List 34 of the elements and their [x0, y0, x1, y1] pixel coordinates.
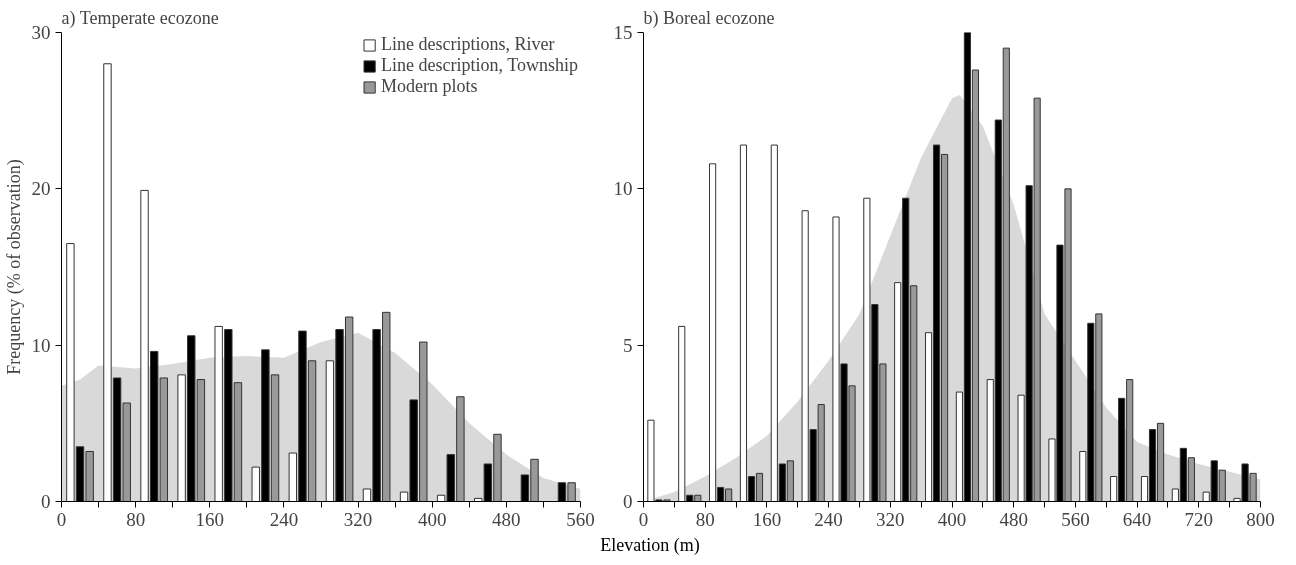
x-tick-label: 0 — [56, 508, 67, 530]
x-tick-label: 480 — [999, 508, 1028, 530]
x-tick-label: 800 — [1246, 508, 1275, 530]
legend-label: Line descriptions, River — [381, 34, 555, 55]
x-axis-title: Elevation (m) — [600, 534, 700, 557]
x-tick-label: 80 — [695, 508, 715, 530]
x-tick-label: 160 — [195, 508, 225, 530]
y-tick-label: 30 — [31, 22, 51, 43]
x-tick-label: 80 — [126, 508, 146, 530]
x-tick-label: 320 — [343, 508, 373, 530]
y-tick-label: 5 — [623, 334, 633, 356]
x-tick-label: 640 — [1122, 508, 1152, 530]
legend-label: Line description, Township — [381, 55, 578, 76]
chart-title: a) Temperate ecozone — [61, 7, 219, 29]
x-tick-label: 320 — [876, 508, 905, 530]
x-tick-label: 560 — [566, 508, 595, 530]
x-tick-label: 720 — [1184, 508, 1214, 530]
y-tick-label: 10 — [31, 334, 51, 356]
x-tick-label: 560 — [1061, 508, 1090, 530]
legend-label: Modern plots — [381, 76, 478, 97]
x-tick-label: 160 — [752, 508, 782, 530]
x-tick-label: 480 — [492, 508, 521, 530]
y-axis-title: Frequency (% of observation) — [3, 159, 25, 375]
x-tick-label: 400 — [937, 508, 967, 530]
x-tick-label: 240 — [814, 508, 843, 530]
y-tick-label: 0 — [623, 491, 633, 512]
y-tick-label: 10 — [613, 178, 633, 200]
x-tick-label: 0 — [638, 508, 649, 530]
y-tick-label: 15 — [613, 22, 633, 43]
x-tick-label: 240 — [269, 508, 299, 530]
x-tick-label: 400 — [417, 508, 447, 530]
chart-title: b) Boreal ecozone — [643, 7, 775, 29]
y-tick-label: 20 — [31, 178, 51, 200]
y-tick-label: 0 — [41, 491, 51, 512]
